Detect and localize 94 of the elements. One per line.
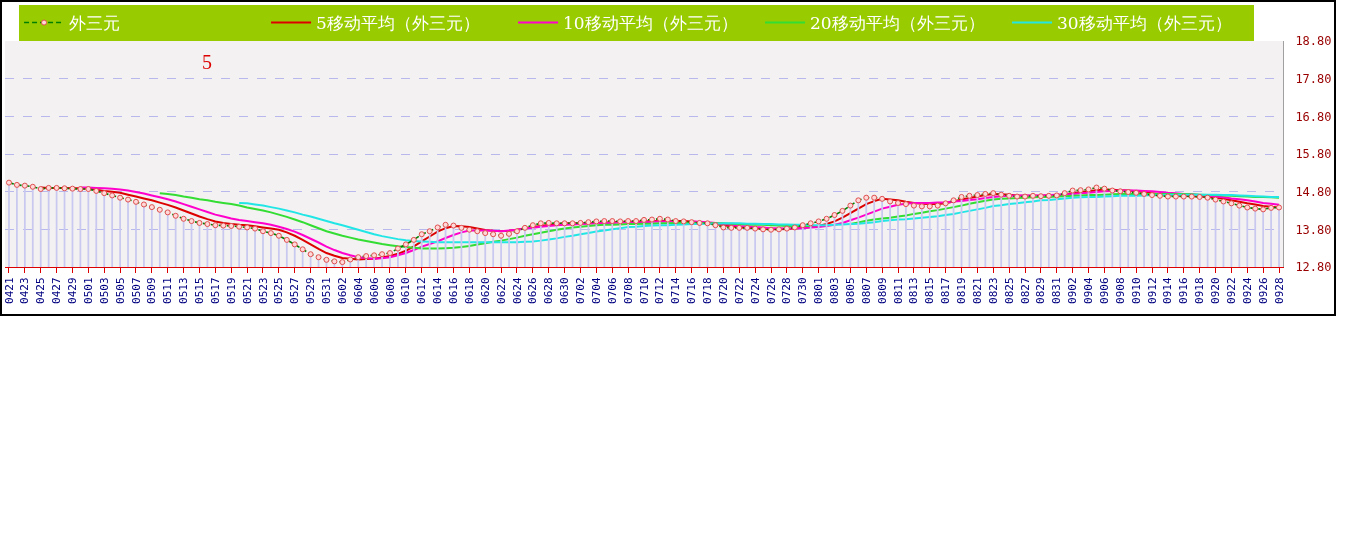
x-tick-label: 0620 — [478, 277, 492, 304]
x-tick-label: 0423 — [18, 277, 32, 304]
y-tick-label: 18.80 — [1295, 34, 1332, 49]
x-tick-label: 0529 — [304, 277, 318, 304]
x-tick-label: 0630 — [558, 277, 572, 304]
x-tick-label: 0821 — [970, 277, 984, 304]
x-tick-label: 0720 — [716, 277, 730, 304]
x-tick-label: 0712 — [653, 277, 667, 304]
x-tick-label: 0912 — [1145, 277, 1159, 304]
x-tick-label: 0606 — [367, 277, 381, 304]
x-tick-label: 0726 — [764, 277, 778, 304]
x-tick-label: 0922 — [1224, 277, 1238, 304]
x-tick-label: 0626 — [526, 277, 540, 304]
x-tick-label: 0622 — [494, 277, 508, 304]
x-tick-label: 0819 — [955, 277, 969, 304]
x-tick-label: 0728 — [780, 277, 794, 304]
y-tick-label: 12.80 — [1295, 260, 1332, 275]
x-tick-label: 0602 — [335, 277, 349, 304]
x-tick-label: 0817 — [939, 277, 953, 304]
x-tick-label: 0803 — [828, 277, 842, 304]
x-tick-label: 0612 — [415, 277, 429, 304]
x-tick-label: 0702 — [574, 277, 588, 304]
x-tick-label: 0505 — [113, 277, 127, 304]
x-tick-label: 0722 — [732, 277, 746, 304]
legend-label: 20移动平均（外三元） — [810, 13, 985, 34]
x-tick-label: 0811 — [891, 277, 905, 304]
x-tick-label: 0704 — [589, 277, 603, 304]
x-tick-label: 0827 — [1018, 277, 1032, 304]
x-tick-label: 0511 — [161, 277, 175, 304]
x-tick-label: 0813 — [907, 277, 921, 304]
x-tick-label: 0427 — [50, 277, 64, 304]
x-tick-label: 0624 — [510, 277, 524, 304]
x-tick-label: 0914 — [1161, 277, 1175, 304]
x-tick-label: 0924 — [1240, 277, 1254, 304]
x-tick-label: 0916 — [1177, 277, 1191, 304]
x-tick-label: 0515 — [193, 277, 207, 304]
x-tick-label: 0501 — [81, 277, 95, 304]
x-tick-label: 0513 — [177, 277, 191, 304]
x-tick-label: 0503 — [97, 277, 111, 304]
legend-label: 5移动平均（外三元） — [316, 13, 480, 34]
x-tick-label: 0815 — [923, 277, 937, 304]
x-tick-label: 0908 — [1113, 277, 1127, 304]
x-tick-label: 0831 — [1050, 277, 1064, 304]
x-tick-label: 0507 — [129, 277, 143, 304]
x-tick-label: 0716 — [685, 277, 699, 304]
y-tick-label: 13.80 — [1295, 222, 1332, 237]
x-tick-label: 0425 — [34, 277, 48, 304]
x-tick-label: 0628 — [542, 277, 556, 304]
x-tick-label: 0521 — [240, 277, 254, 304]
y-tick-label: 15.80 — [1295, 147, 1332, 162]
legend-label: 10移动平均（外三元） — [563, 13, 738, 34]
x-tick-label: 0718 — [701, 277, 715, 304]
x-tick-label: 0531 — [320, 277, 334, 304]
y-tick-label: 17.80 — [1295, 71, 1332, 86]
x-tick-label: 0724 — [748, 277, 762, 304]
x-tick-label: 0730 — [796, 277, 810, 304]
x-tick-label: 0604 — [351, 277, 365, 304]
x-tick-label: 0801 — [812, 277, 826, 304]
x-tick-label: 0710 — [637, 277, 651, 304]
x-tick-label: 0523 — [256, 277, 270, 304]
x-tick-label: 0714 — [669, 277, 683, 304]
x-tick-label: 0906 — [1097, 277, 1111, 304]
x-tick-label: 0421 — [2, 277, 16, 304]
x-tick-label: 0608 — [383, 277, 397, 304]
x-tick-label: 0928 — [1272, 277, 1286, 304]
x-tick-label: 0920 — [1209, 277, 1223, 304]
x-tick-label: 0805 — [843, 277, 857, 304]
annotation: 5 — [202, 51, 212, 73]
x-tick-label: 0904 — [1082, 277, 1096, 304]
y-tick-label: 14.80 — [1295, 184, 1332, 199]
x-tick-label: 0910 — [1129, 277, 1143, 304]
x-tick-label: 0429 — [66, 277, 80, 304]
x-tick-label: 0809 — [875, 277, 889, 304]
x-tick-label: 0902 — [1066, 277, 1080, 304]
x-tick-label: 0527 — [288, 277, 302, 304]
legend-label: 30移动平均（外三元） — [1057, 13, 1232, 34]
x-tick-label: 0525 — [272, 277, 286, 304]
x-tick-label: 0517 — [208, 277, 222, 304]
x-tick-label: 0807 — [859, 277, 873, 304]
x-tick-label: 0825 — [1002, 277, 1016, 304]
x-tick-label: 0614 — [431, 277, 445, 304]
x-tick-label: 0706 — [605, 277, 619, 304]
x-tick-label: 0519 — [224, 277, 238, 304]
x-tick-label: 0926 — [1256, 277, 1270, 304]
x-tick-label: 0509 — [145, 277, 159, 304]
x-tick-label: 0708 — [621, 277, 635, 304]
x-tick-label: 0823 — [986, 277, 1000, 304]
y-tick-label: 16.80 — [1295, 109, 1332, 124]
x-tick-label: 0618 — [462, 277, 476, 304]
legend-label: 外三元 — [69, 13, 121, 34]
x-tick-label: 0616 — [447, 277, 461, 304]
x-tick-label: 0610 — [399, 277, 413, 304]
x-tick-label: 0918 — [1193, 277, 1207, 304]
x-tick-label: 0829 — [1034, 277, 1048, 304]
